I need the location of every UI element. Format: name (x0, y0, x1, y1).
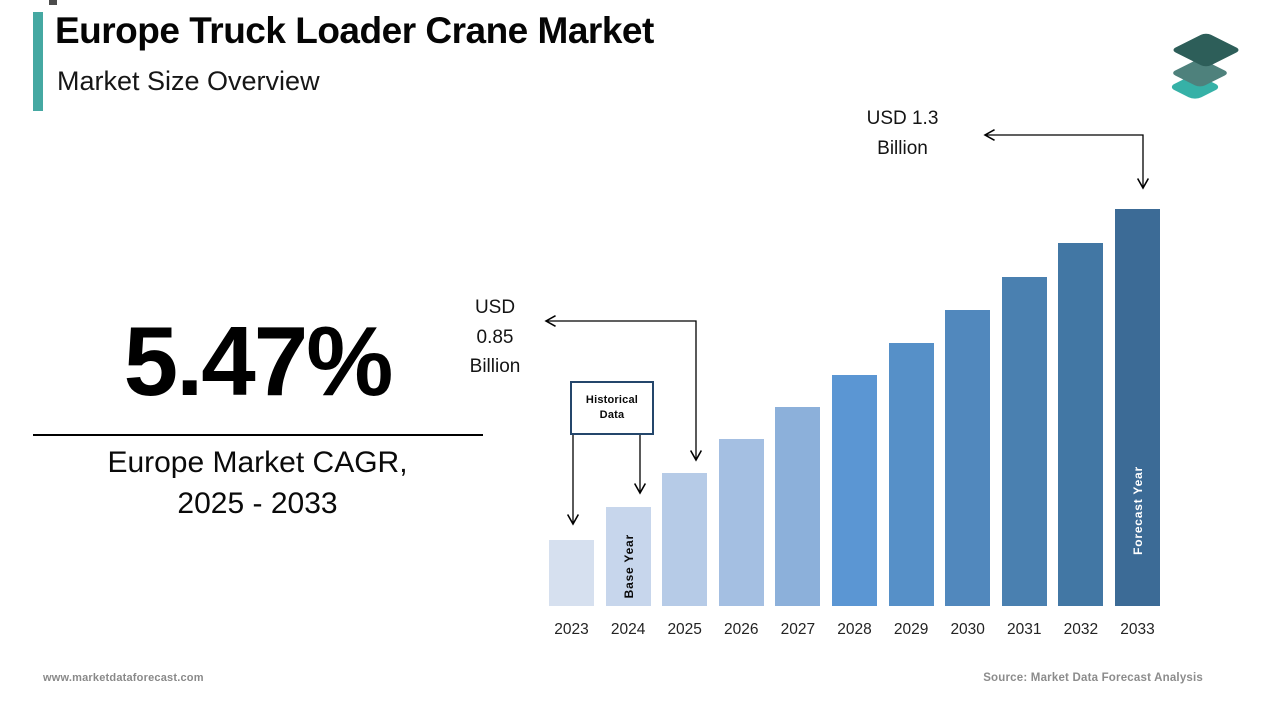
annotation-usd-0-85-line2: 0.85 (476, 326, 514, 348)
bar-2024 (605, 507, 651, 606)
bar-2031 (1001, 277, 1047, 606)
cagr-value: 5.47% (123, 306, 394, 416)
cagr-divider (33, 434, 483, 436)
bar-2030 (945, 310, 991, 606)
forecast-year-label-text: Forecast Year (1130, 465, 1145, 555)
historical-data-line1: Historical (585, 394, 639, 406)
usd-0-85-arrow (544, 314, 703, 462)
annotation-usd-1-3-line1: USD 1.3 (866, 108, 939, 129)
annotation-usd-1-3-billion: USD 1.3 Billion (845, 104, 960, 163)
x-label-2030: 2030 (950, 621, 985, 638)
historical-data-box: Historical Data (570, 381, 654, 435)
page-title: Europe Truck Loader Crane Market (55, 10, 654, 51)
bar-2026 (718, 439, 764, 606)
bar-2025 (662, 473, 708, 606)
x-label-2028: 2028 (837, 621, 872, 638)
x-label-2023: 2023 (554, 621, 589, 638)
bar-2032 (1058, 243, 1104, 606)
x-label-2027: 2027 (780, 621, 816, 638)
top-edge-mark (49, 0, 57, 5)
x-label-2026: 2026 (724, 621, 759, 638)
x-label-2029: 2029 (893, 621, 929, 638)
bar-2027 (775, 407, 821, 606)
bar-2029 (888, 343, 934, 606)
cagr-caption-line2: 2025 - 2033 (177, 487, 338, 520)
annotation-usd-1-3-line2: Billion (877, 137, 928, 159)
base-year-vertical-label: Base Year (606, 528, 651, 604)
forecast-year-vertical-label: Forecast Year (1115, 440, 1160, 580)
annotation-usd-0-85-billion: USD 0.85 Billion (445, 293, 545, 382)
bar-2028 (832, 375, 877, 606)
x-label-2032: 2032 (1063, 621, 1099, 638)
cagr-caption-line1: Europe Market CAGR, (107, 446, 408, 479)
x-label-2031: 2031 (1007, 621, 1042, 638)
base-year-label-text: Base Year (621, 533, 636, 599)
source-credit: Source: Market Data Forecast Analysis (983, 672, 1203, 684)
x-label-2024: 2024 (610, 621, 646, 638)
bar-2023 (549, 540, 594, 606)
page-subtitle: Market Size Overview (57, 66, 320, 96)
annotation-usd-0-85-line3: Billion (469, 356, 521, 377)
annotation-usd-0-85-line1: USD (474, 297, 516, 318)
historical-data-line2: Data (599, 409, 625, 421)
usd-1-3-arrow (983, 128, 1150, 190)
bar-2033 (1115, 209, 1160, 606)
x-label-2025: 2025 (667, 621, 702, 638)
website-url: www.marketdataforecast.com (43, 672, 204, 684)
title-accent-bar (33, 12, 43, 111)
x-label-2033: 2033 (1120, 621, 1155, 638)
